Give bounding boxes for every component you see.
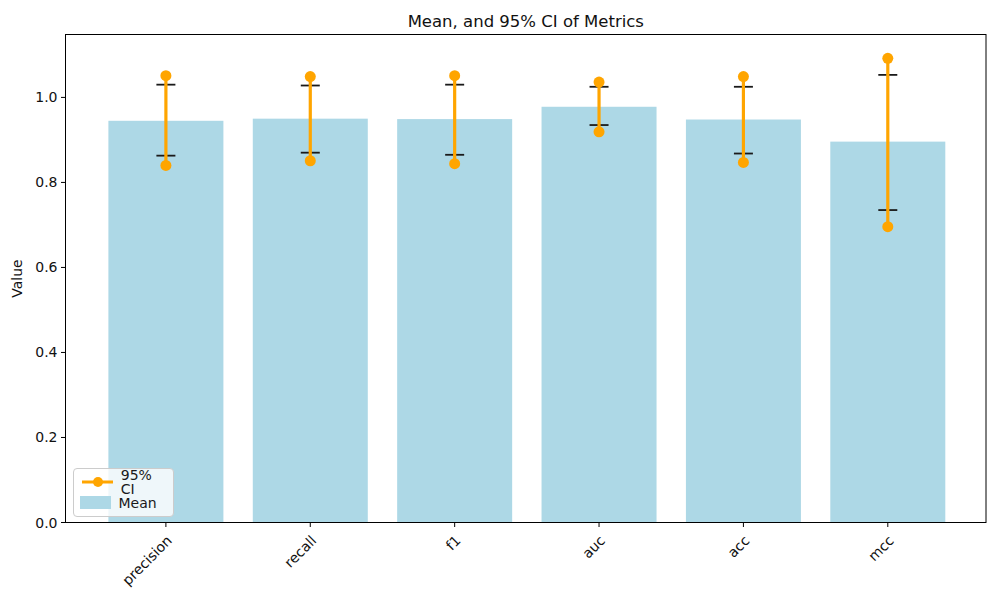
legend-item-ci: 95% CI xyxy=(80,472,167,492)
x-tick-label-mcc: mcc xyxy=(865,532,897,564)
x-tick-label-f1: f1 xyxy=(443,532,464,553)
mean-swatch-icon xyxy=(80,496,111,509)
ci-dot-high-precision xyxy=(160,70,171,81)
y-tick-label-0.8: 0.8 xyxy=(35,174,57,190)
legend-item-mean: Mean xyxy=(80,493,167,513)
bar-precision xyxy=(108,121,223,523)
y-tick-label-0.0: 0.0 xyxy=(35,515,57,531)
bar-acc xyxy=(686,120,801,523)
ci-dot-high-recall xyxy=(305,71,316,82)
ci-dot-high-auc xyxy=(594,77,605,88)
x-tick-label-acc: acc xyxy=(724,532,752,560)
ci-dot-high-acc xyxy=(738,71,749,82)
bar-auc xyxy=(542,107,657,523)
legend-label-mean: Mean xyxy=(119,496,157,510)
ci-dot-low-mcc xyxy=(882,221,893,232)
x-tick-label-recall: recall xyxy=(281,532,319,570)
y-tick-label-0.6: 0.6 xyxy=(35,259,57,275)
ci-dot-high-mcc xyxy=(882,53,893,64)
chart-title: Mean, and 95% CI of Metrics xyxy=(408,12,644,31)
x-tick-label-precision: precision xyxy=(119,532,175,588)
y-tick-label-1.0: 1.0 xyxy=(35,89,57,105)
ci-dot-low-acc xyxy=(738,157,749,168)
ci-dot-low-f1 xyxy=(449,158,460,169)
ci-dot-low-recall xyxy=(305,155,316,166)
ci-dot-low-precision xyxy=(160,160,171,171)
ci-dot-high-f1 xyxy=(449,70,460,81)
bar-f1 xyxy=(397,119,512,522)
bar-recall xyxy=(253,119,368,523)
y-tick-label-0.2: 0.2 xyxy=(35,429,57,445)
legend: 95% CI Mean xyxy=(73,468,174,517)
legend-label-ci: 95% CI xyxy=(121,468,167,496)
ci-line-marker-icon xyxy=(80,475,113,489)
y-tick-label-0.4: 0.4 xyxy=(35,344,57,360)
x-tick-label-auc: auc xyxy=(579,532,608,561)
y-axis-label: Value xyxy=(9,259,25,297)
ci-dot-low-auc xyxy=(594,126,605,137)
figure: Mean, and 95% CI of Metrics Value precis… xyxy=(0,0,1000,600)
